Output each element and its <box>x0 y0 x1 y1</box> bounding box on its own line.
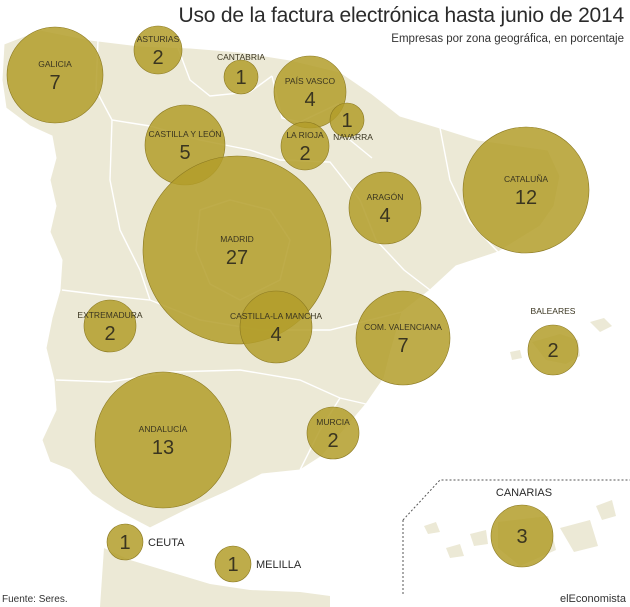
region-name-castilla-y-leon: CASTILLA Y LEÓN <box>149 129 222 139</box>
region-value-ceuta: 1 <box>119 532 130 554</box>
bubble-circle-extremadura <box>83 299 137 353</box>
region-value-com-valenciana: 7 <box>397 335 408 357</box>
bubble-circle-la-rioja <box>280 121 330 171</box>
bubble-circle-cantabria <box>223 59 259 95</box>
bubble-circle-castilla-la-mancha <box>239 290 313 364</box>
region-name-baleares: BALEARES <box>531 306 576 316</box>
bubble-circle-baleares <box>527 324 579 376</box>
bubble-pais-vasco: PAÍS VASCO 4 <box>273 55 347 129</box>
region-name-navarra: NAVARRA <box>333 132 373 142</box>
region-name-castilla-la-mancha: CASTILLA-LA MANCHA <box>230 311 322 321</box>
region-value-navarra: 1 <box>341 110 352 132</box>
region-value-pais-vasco: 4 <box>304 89 315 111</box>
bubble-layer: GALICIA 7 ASTURIAS 2 CANTABRIA 1 PAÍS VASCO 4 NA… <box>6 25 590 583</box>
canarias-inset-frame <box>402 479 630 521</box>
bubble-murcia: MURCIA 2 <box>306 406 360 460</box>
region-name-madrid: MADRID <box>220 234 254 244</box>
region-value-galicia: 7 <box>49 72 60 94</box>
bubble-circle-asturias <box>133 25 183 75</box>
region-value-melilla: 1 <box>227 554 238 576</box>
region-value-baleares: 2 <box>547 340 558 362</box>
region-name-ceuta: CEUTA <box>148 537 185 549</box>
bubble-cataluna: CATALUÑA 12 <box>462 126 590 254</box>
bubble-com-valenciana: COM. VALENCIANA 7 <box>355 290 451 386</box>
canarias-label: CANARIAS <box>496 487 552 499</box>
region-name-extremadura: EXTREMADURA <box>77 310 143 320</box>
region-name-la-rioja: LA RIOJA <box>286 130 324 140</box>
source-note: Fuente: Seres. <box>2 594 68 605</box>
bubble-baleares: BALEARES 2 <box>527 306 579 376</box>
bubble-circle-melilla <box>214 545 252 583</box>
bubble-canarias: 3 <box>490 504 554 568</box>
bubble-castilla-la-mancha: CASTILLA-LA MANCHA 4 <box>230 290 322 364</box>
chart-title: Uso de la factura electrónica hasta juni… <box>178 4 625 27</box>
bubble-circle-navarra <box>329 102 365 138</box>
region-value-la-rioja: 2 <box>299 143 310 165</box>
bubble-extremadura: EXTREMADURA 2 <box>77 299 143 353</box>
bubble-circle-murcia <box>306 406 360 460</box>
region-value-extremadura: 2 <box>104 323 115 345</box>
region-name-asturias: ASTURIAS <box>137 34 180 44</box>
bubble-circle-com-valenciana <box>355 290 451 386</box>
region-value-cantabria: 1 <box>235 67 246 89</box>
brand-logo: elEconomista <box>559 593 626 605</box>
bubble-circle-andalucia <box>94 371 232 509</box>
bubble-cantabria: CANTABRIA 1 <box>217 52 265 95</box>
region-name-andalucia: ANDALUCÍA <box>139 424 188 434</box>
region-value-canarias: 3 <box>516 526 527 548</box>
region-value-murcia: 2 <box>327 430 338 452</box>
bubble-ceuta: CEUTA 1 <box>106 523 185 561</box>
bubble-aragon: ARAGÓN 4 <box>348 171 422 245</box>
region-value-madrid: 27 <box>226 247 248 269</box>
region-name-galicia: GALICIA <box>38 59 72 69</box>
region-name-cantabria: CANTABRIA <box>217 52 265 62</box>
region-value-castilla-y-leon: 5 <box>179 142 190 164</box>
chart-subtitle: Empresas por zona geográfica, en porcent… <box>391 33 624 45</box>
bubble-andalucia: ANDALUCÍA 13 <box>94 371 232 509</box>
north-africa-coast <box>100 548 330 607</box>
region-name-cataluna: CATALUÑA <box>504 174 548 184</box>
region-name-aragon: ARAGÓN <box>367 192 404 202</box>
bubble-asturias: ASTURIAS 2 <box>133 25 183 75</box>
bubble-galicia: GALICIA 7 <box>6 26 104 124</box>
region-value-asturias: 2 <box>152 47 163 69</box>
region-name-com-valenciana: COM. VALENCIANA <box>364 322 442 332</box>
bubble-circle-canarias <box>490 504 554 568</box>
region-name-murcia: MURCIA <box>316 417 350 427</box>
region-name-pais-vasco: PAÍS VASCO <box>285 76 336 86</box>
bubble-circle-galicia <box>6 26 104 124</box>
region-value-aragon: 4 <box>379 205 390 227</box>
bubble-melilla: MELILLA 1 <box>214 545 302 583</box>
region-value-castilla-la-mancha: 4 <box>270 324 281 346</box>
bubble-la-rioja: LA RIOJA 2 <box>280 121 330 171</box>
region-name-melilla: MELILLA <box>256 559 302 571</box>
portugal-area <box>0 108 62 470</box>
bubble-circle-ceuta <box>106 523 144 561</box>
bubble-circle-aragon <box>348 171 422 245</box>
bubble-circle-cataluna <box>462 126 590 254</box>
region-value-andalucia: 13 <box>152 437 174 459</box>
region-value-cataluna: 12 <box>515 187 537 209</box>
